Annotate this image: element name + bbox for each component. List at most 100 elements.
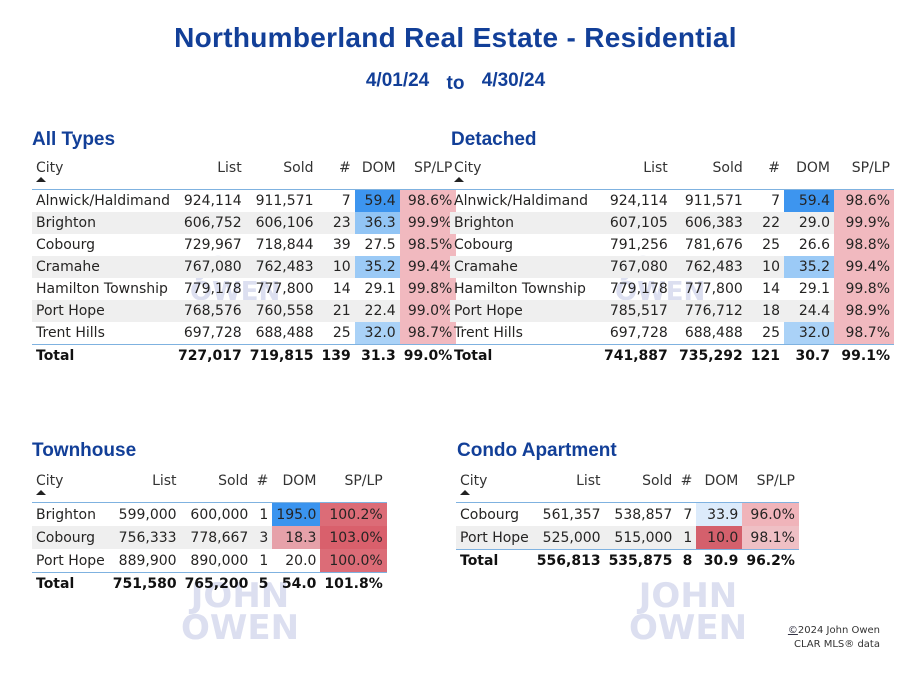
column-header-count[interactable]: # [676, 471, 697, 503]
column-header-label: City [36, 473, 64, 489]
cell-splp: 99.4% [399, 256, 457, 278]
townhouse-grid: City List Sold # DOM SP/LP Brighton 599,000 600,… [32, 471, 387, 595]
all-types-table: City List Sold # DOM SP/LP Alnwick/Haldimand 92… [32, 158, 457, 368]
column-header-label: City [36, 160, 64, 176]
column-header-label: SP/LP [851, 160, 890, 176]
total-count: 139 [321, 348, 351, 364]
cell-list: 607,105 [600, 212, 672, 234]
cell-dom: 35.2 [784, 256, 834, 278]
column-header-list[interactable]: List [600, 158, 672, 190]
column-header-list[interactable]: List [532, 471, 605, 503]
total-splp: 101.8% [324, 576, 383, 592]
cell-dom: 10.0 [696, 526, 743, 550]
cell-count: 22 [746, 212, 784, 234]
column-header-splp[interactable]: SP/LP [742, 471, 799, 503]
column-header-city[interactable]: City [450, 158, 600, 190]
cell-sold: 515,000 [604, 526, 677, 550]
column-header-label: # [680, 473, 693, 489]
cell-sold: 890,000 [180, 549, 253, 573]
sort-ascending-icon[interactable] [36, 490, 46, 495]
column-header-city[interactable]: City [456, 471, 533, 503]
column-header-dom[interactable]: DOM [354, 158, 400, 190]
cell-splp: 99.4% [834, 256, 894, 278]
cell-list: 767,080 [173, 256, 246, 278]
cell-count: 39 [332, 237, 351, 253]
header-row: City List Sold # DOM SP/LP [456, 471, 799, 503]
table-row: Port Hope 889,900 890,000 1 20.0 100.0% [32, 549, 387, 573]
column-header-count[interactable]: # [746, 158, 784, 190]
condo-apartment-table: City List Sold # DOM SP/LP Cobourg 561,357 538,8… [456, 471, 799, 572]
cell-splp: 100.2% [320, 502, 387, 526]
cell-count: 10 [317, 256, 355, 278]
column-header-sold[interactable]: Sold [604, 471, 677, 503]
cell-count: 7 [771, 193, 780, 209]
column-header-sold[interactable]: Sold [671, 158, 747, 190]
total-sold: 719,815 [249, 348, 314, 364]
sort-ascending-icon[interactable] [36, 177, 46, 182]
column-header-city[interactable]: City [32, 471, 109, 503]
cell-dom: 29.1 [798, 281, 830, 297]
column-header-dom[interactable]: DOM [784, 158, 834, 190]
cell-list: 697,728 [600, 322, 672, 345]
cell-splp: 100.0% [320, 549, 387, 573]
header-row: City List Sold # DOM SP/LP [32, 471, 387, 503]
column-header-label: Sold [283, 160, 314, 176]
condo-apartment-title: Condo Apartment [457, 440, 617, 461]
sort-ascending-icon[interactable] [460, 490, 470, 495]
cell-list: 561,357 [542, 506, 601, 523]
cell-sold: 776,712 [671, 300, 747, 322]
table-row: Trent Hills 697,728 688,488 25 32.0 98.7% [450, 322, 894, 345]
cell-city: Brighton [32, 212, 174, 234]
table-row: Port Hope 785,517 776,712 18 24.4 98.9% [450, 300, 894, 322]
column-header-splp[interactable]: SP/LP [834, 158, 894, 190]
cell-count: 7 [683, 506, 693, 523]
column-header-dom[interactable]: DOM [272, 471, 321, 503]
cell-city: Cobourg [454, 237, 514, 253]
total-row: Total 727,017 719,815 139 31.3 99.0% [32, 345, 456, 368]
column-header-list[interactable]: List [173, 158, 246, 190]
cell-sold: 538,857 [614, 506, 673, 523]
cell-dom: 29.1 [364, 281, 396, 297]
column-header-splp[interactable]: SP/LP [399, 158, 457, 190]
cell-list: 785,517 [600, 300, 672, 322]
copyright-link[interactable]: © [787, 625, 798, 636]
table-row: Brighton 599,000 600,000 1 195.0 100.2% [32, 502, 387, 526]
total-sold: 765,200 [184, 576, 249, 592]
cell-count: 14 [762, 281, 780, 297]
cell-sold: 762,483 [245, 256, 318, 278]
total-row: Total 741,887 735,292 121 30.7 99.1% [450, 345, 894, 368]
cell-splp: 99.9% [834, 212, 894, 234]
total-row: Total 751,580 765,200 5 54.0 101.8% [32, 573, 387, 596]
cell-count: 25 [746, 322, 784, 345]
column-header-count[interactable]: # [252, 471, 273, 503]
column-header-label: List [217, 160, 242, 176]
cell-count: 1 [676, 526, 697, 550]
detached-grid: City List Sold # DOM SP/LP Alnwick/Haldimand 92… [450, 158, 894, 367]
cell-city: Port Hope [32, 300, 174, 322]
cell-dom: 22.4 [354, 300, 400, 322]
column-header-count[interactable]: # [317, 158, 355, 190]
table-row: Cramahe 767,080 762,483 10 35.2 99.4% [450, 256, 894, 278]
date-range: 4/01/24 to 4/30/24 [0, 70, 911, 94]
column-header-sold[interactable]: Sold [180, 471, 253, 503]
column-header-label: # [256, 473, 269, 489]
table-row: Port Hope 768,576 760,558 21 22.4 99.0% [32, 300, 457, 322]
table-row: Alnwick/Haldimand 924,114 911,571 7 59.4 98.6… [32, 189, 457, 212]
column-header-list[interactable]: List [108, 471, 181, 503]
column-header-city[interactable]: City [32, 158, 174, 190]
cell-dom: 35.2 [354, 256, 400, 278]
cell-sold: 760,558 [245, 300, 318, 322]
table-row: Brighton 606,752 606,106 23 36.3 99.9% [32, 212, 457, 234]
column-header-splp[interactable]: SP/LP [320, 471, 387, 503]
sort-ascending-icon[interactable] [454, 177, 464, 182]
column-header-sold[interactable]: Sold [245, 158, 318, 190]
cell-city: Hamilton Township [454, 281, 586, 297]
column-header-label: List [576, 473, 601, 489]
cell-count: 14 [332, 281, 351, 297]
all-types-grid: City List Sold # DOM SP/LP Alnwick/Haldimand 92… [32, 158, 457, 368]
column-header-dom[interactable]: DOM [696, 471, 743, 503]
cell-sold: 911,571 [684, 193, 743, 209]
table-row: Brighton 607,105 606,383 22 29.0 99.9% [450, 212, 894, 234]
column-header-label: City [460, 473, 488, 489]
